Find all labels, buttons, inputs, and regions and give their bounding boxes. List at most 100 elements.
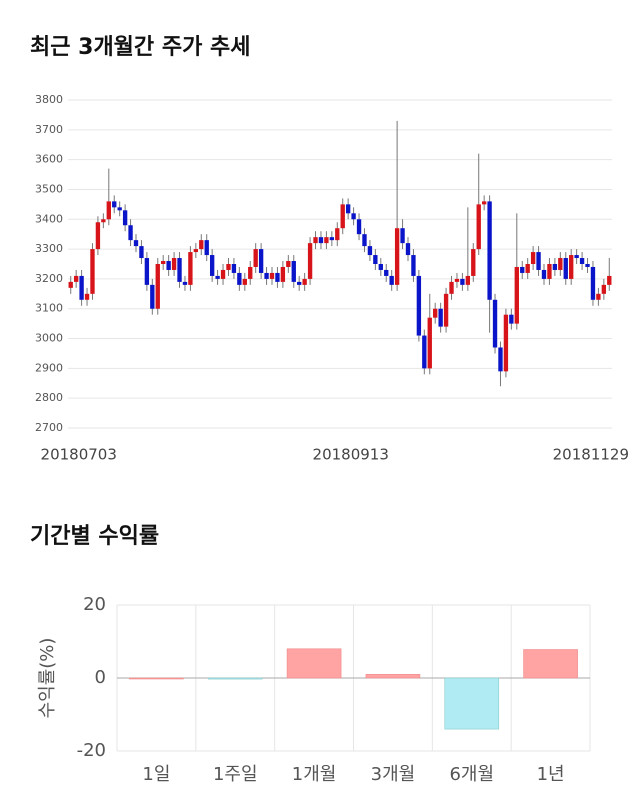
candle-body [204, 240, 209, 256]
candle-body [177, 258, 182, 282]
candle-body [95, 222, 101, 250]
candle-body [394, 228, 400, 285]
candle-body [84, 293, 90, 300]
candle-body [443, 293, 449, 327]
candle-body [329, 237, 335, 241]
candle-body [166, 261, 171, 270]
bar [365, 674, 421, 679]
y-tick-label: 2700 [35, 421, 63, 434]
y-tick-label: 3200 [35, 272, 63, 285]
candle-body [297, 281, 302, 285]
candle-body [547, 264, 552, 279]
candle-body [427, 317, 432, 369]
candle-body [101, 219, 106, 223]
candle-body [112, 201, 117, 208]
candle-body [536, 252, 541, 270]
candle-body [454, 278, 460, 282]
x-tick-label: 1주일 [213, 764, 258, 785]
candle-body [188, 252, 193, 285]
candle-body [286, 261, 291, 267]
candle-body [411, 255, 416, 276]
candle-body [405, 243, 411, 256]
candle-body [579, 258, 585, 264]
x-tick-label: 20181129 [553, 446, 629, 464]
y-tick-label: 3000 [35, 332, 63, 345]
bar [444, 677, 500, 730]
candle-body [302, 278, 307, 285]
candle-body [373, 255, 378, 264]
candle-body [345, 204, 351, 214]
y-tick-label: 20 [83, 594, 106, 615]
candle-body [313, 237, 318, 244]
y-tick-label: 2800 [35, 391, 63, 404]
candle-body [269, 272, 275, 279]
candle-body [471, 249, 476, 276]
candle-body [476, 204, 481, 250]
y-tick-label: 3100 [35, 302, 63, 315]
candle-body [193, 249, 199, 253]
bar [523, 649, 578, 679]
candle-body [552, 264, 558, 270]
candle-body [400, 228, 405, 244]
candle-body [590, 266, 596, 300]
candle-body [79, 275, 84, 300]
candle-body [438, 308, 443, 327]
candle-body [433, 308, 438, 318]
y-tick-label: 3700 [35, 123, 63, 136]
candle-body [150, 284, 155, 309]
candle-body [122, 210, 128, 226]
candle-body [275, 272, 280, 282]
candle-body [220, 269, 226, 279]
candle-body [481, 201, 487, 205]
candle-body [460, 278, 465, 285]
chart-title: 최근 3개월간 주가 추세 [30, 35, 250, 60]
y-tick-label: -20 [77, 740, 106, 761]
candle-body [182, 281, 188, 285]
y-tick-label: 3400 [35, 212, 63, 225]
candle-body [503, 314, 509, 372]
candle-body [596, 293, 601, 300]
candle-body [492, 299, 498, 348]
x-tick-label: 1일 [142, 764, 170, 785]
candle-body [585, 264, 590, 267]
candle-body [161, 261, 166, 264]
candle-body [231, 264, 237, 273]
x-tick-label: 1개월 [292, 764, 337, 785]
candle-body [569, 255, 574, 279]
candle-body [248, 266, 253, 279]
candle-body [155, 264, 160, 309]
candle-body [422, 335, 427, 369]
candle-body [498, 347, 503, 372]
candle-body [601, 284, 607, 294]
candle-body [133, 240, 139, 247]
candle-body [416, 275, 422, 336]
candle-body [171, 258, 177, 270]
y-tick-label: 2900 [35, 361, 63, 374]
candle-body [563, 258, 568, 279]
candle-body [318, 237, 324, 244]
candle-body [68, 281, 73, 288]
candle-body [128, 225, 133, 241]
x-tick-label: 20180703 [41, 446, 117, 464]
y-axis-label: 수익률(%) [37, 638, 58, 719]
candle-body [144, 258, 150, 285]
candle-body [449, 281, 454, 294]
candle-body [242, 278, 247, 285]
chart-title: 기간별 수익률 [30, 524, 159, 549]
candle-body [117, 207, 122, 211]
x-tick-label: 1년 [537, 764, 565, 785]
candle-body [362, 234, 367, 247]
candle-body [384, 269, 389, 276]
y-tick-label: 3500 [35, 182, 63, 195]
candle-body [307, 243, 313, 279]
candle-body [487, 201, 492, 300]
candle-body [324, 237, 329, 244]
candle-body [106, 201, 111, 220]
candle-body [264, 272, 269, 279]
candle-body [367, 246, 373, 256]
candle-body [90, 249, 95, 294]
candle-body [73, 275, 79, 282]
candle-body [607, 275, 612, 285]
candle-body [215, 275, 220, 279]
